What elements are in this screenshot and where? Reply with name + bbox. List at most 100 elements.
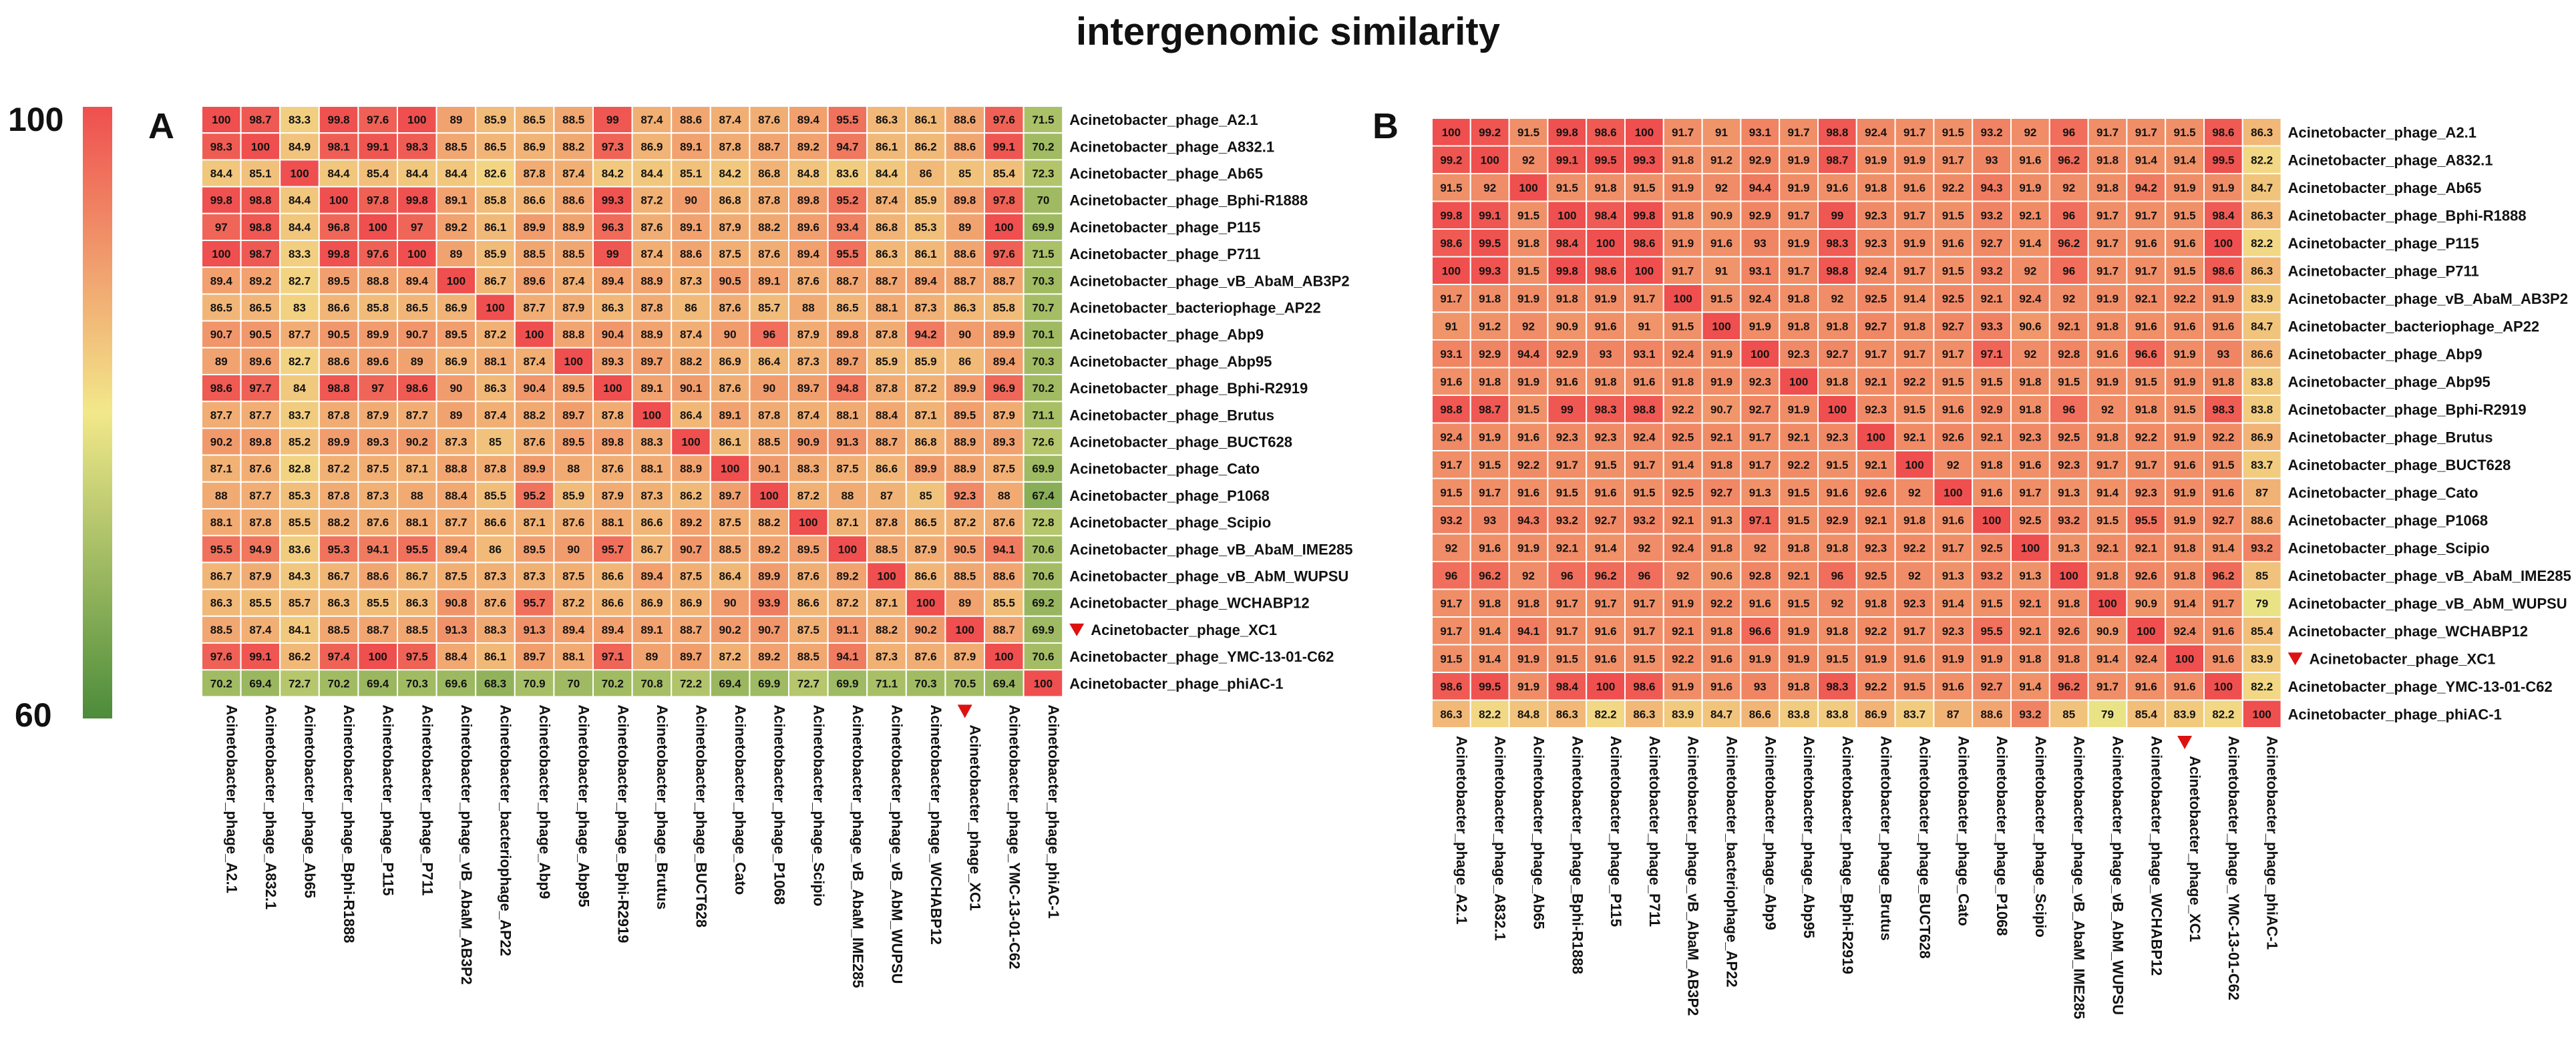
cell-value: 95.5 — [2135, 514, 2157, 527]
cell-value: 96.8 — [328, 221, 350, 234]
cell-value: 91.9 — [1865, 652, 1887, 665]
cell-value: 85.9 — [484, 248, 506, 260]
cell-value: 89.2 — [445, 221, 467, 234]
cell-value: 91.9 — [1942, 652, 1964, 665]
cell-value: 93.1 — [1633, 348, 1655, 361]
cell-value: 91.6 — [2174, 680, 2196, 693]
cell-value: 91.5 — [1788, 514, 1810, 527]
cell-value: 97.3 — [602, 140, 624, 153]
row-label: Acinetobacter_phage_XC1 — [2310, 650, 2496, 667]
cell-value: 94.7 — [836, 140, 858, 153]
cell-value: 96 — [1831, 570, 1843, 582]
cell-value: 92.2 — [1865, 625, 1887, 638]
heatmap-cell — [514, 186, 555, 214]
cell-value: 91.7 — [1440, 292, 1462, 305]
cell-value: 96 — [2062, 126, 2075, 139]
cell-value: 89.2 — [797, 140, 819, 153]
heatmap-cell — [788, 159, 829, 188]
cell-value: 100 — [329, 194, 348, 207]
cell-value: 92 — [2024, 264, 2036, 277]
row-label: Acinetobacter_phage_WCHABP12 — [2288, 623, 2528, 640]
cell-value: 87.2 — [640, 194, 663, 207]
cell-value: 90.9 — [1556, 320, 1578, 333]
row-label: Acinetobacter_phage_P115 — [2288, 235, 2479, 252]
cell-value: 91.7 — [2135, 209, 2157, 222]
cell-value: 92.1 — [1788, 570, 1810, 582]
cell-value: 93 — [1483, 514, 1496, 527]
heatmap-cell — [984, 186, 1025, 214]
cell-value: 91.9 — [1517, 292, 1539, 305]
cell-value: 91.6 — [2135, 237, 2157, 250]
cell-value: 91.5 — [1556, 486, 1578, 499]
cell-value: 95.5 — [836, 114, 858, 126]
cell-value: 92.1 — [1981, 431, 2003, 443]
cell-value: 91.7 — [2096, 237, 2119, 250]
cell-value: 93.2 — [1556, 514, 1578, 527]
cell-value: 85.8 — [484, 194, 506, 207]
column-label: Acinetobacter_phage_Bphi-R2919 — [1839, 736, 1856, 974]
cell-value: 93.4 — [836, 221, 859, 234]
heatmap-cell — [279, 212, 320, 241]
cell-value: 91.4 — [1672, 459, 1694, 471]
cell-value: 100 — [1712, 320, 1730, 333]
cell-value: 91.8 — [2135, 403, 2157, 416]
row-label: Acinetobacter_phage_Scipio — [2288, 540, 2490, 556]
cell-value: 86.1 — [915, 114, 937, 126]
cell-value: 92 — [1638, 542, 1650, 554]
cell-value: 96.2 — [2058, 237, 2080, 250]
heatmap-cell — [709, 212, 751, 241]
cell-value: 91.9 — [1865, 154, 1887, 166]
cell-value: 92 — [1754, 542, 1767, 554]
cell-value: 89.1 — [445, 194, 467, 207]
row-label: Acinetobacter_phage_A832.1 — [2288, 152, 2493, 168]
cell-value: 100 — [2021, 542, 2040, 554]
row-label: Acinetobacter_phage_P711 — [2288, 262, 2479, 279]
cell-value: 91.7 — [1595, 597, 1617, 610]
heatmap-cell — [944, 105, 986, 134]
cell-value: 92.7 — [1710, 486, 1732, 499]
cell-value: 87.8 — [719, 140, 741, 153]
column-label: Acinetobacter_phage_A832.1 — [1492, 736, 1509, 941]
cell-value: 91.6 — [2174, 459, 2196, 471]
cell-value: 91.8 — [1672, 375, 1694, 388]
cell-value: 93 — [2217, 348, 2229, 361]
cell-value: 91.9 — [1981, 652, 2003, 665]
cell-value: 91.7 — [1556, 597, 1578, 610]
column-label: Acinetobacter_phage_A2.1 — [1453, 736, 1470, 924]
cell-value: 88.6 — [954, 140, 976, 153]
cell-value: 91.8 — [1517, 597, 1539, 610]
cell-value: 94.2 — [2135, 182, 2157, 194]
cell-value: 91.7 — [2135, 459, 2157, 471]
cell-value: 92.1 — [1710, 431, 1732, 443]
cell-value: 91.7 — [1672, 264, 1694, 277]
cell-value: 96 — [2062, 403, 2075, 416]
cell-value: 91.7 — [1749, 431, 1771, 443]
cell-value: 91.7 — [1633, 625, 1655, 638]
cell-value: 87.8 — [758, 194, 780, 207]
cell-value: 92 — [2024, 348, 2036, 361]
cell-value: 88.6 — [1981, 708, 2003, 720]
cell-value: 91.5 — [2212, 459, 2234, 471]
cell-value: 83.3 — [289, 114, 311, 126]
cell-value: 91.6 — [1826, 182, 1848, 194]
cell-value: 91.9 — [1788, 182, 1810, 194]
cell-value: 97.1 — [1981, 348, 2003, 361]
cell-value: 92.5 — [2058, 431, 2080, 443]
cell-value: 92.8 — [2058, 348, 2080, 361]
cell-value: 91.8 — [1710, 542, 1732, 554]
cell-value: 79 — [2255, 597, 2268, 610]
cell-value: 89.8 — [797, 194, 819, 207]
cell-value: 96.2 — [2058, 680, 2080, 693]
heatmap-cell — [318, 105, 359, 134]
cell-value: 90.6 — [2019, 320, 2041, 333]
heatmap-cell — [788, 212, 829, 241]
row-label: Acinetobacter_phage_Bphi-R2919 — [2288, 401, 2527, 418]
cell-value: 91.9 — [1788, 237, 1810, 250]
cell-value: 92 — [1908, 486, 1921, 499]
cell-value: 84.8 — [797, 168, 819, 180]
cell-value: 92.2 — [1672, 652, 1694, 665]
heatmap-cell — [240, 105, 281, 134]
cell-value: 93.2 — [2058, 514, 2080, 527]
cell-value: 91.7 — [1556, 625, 1578, 638]
cell-value: 92.9 — [1556, 348, 1578, 361]
